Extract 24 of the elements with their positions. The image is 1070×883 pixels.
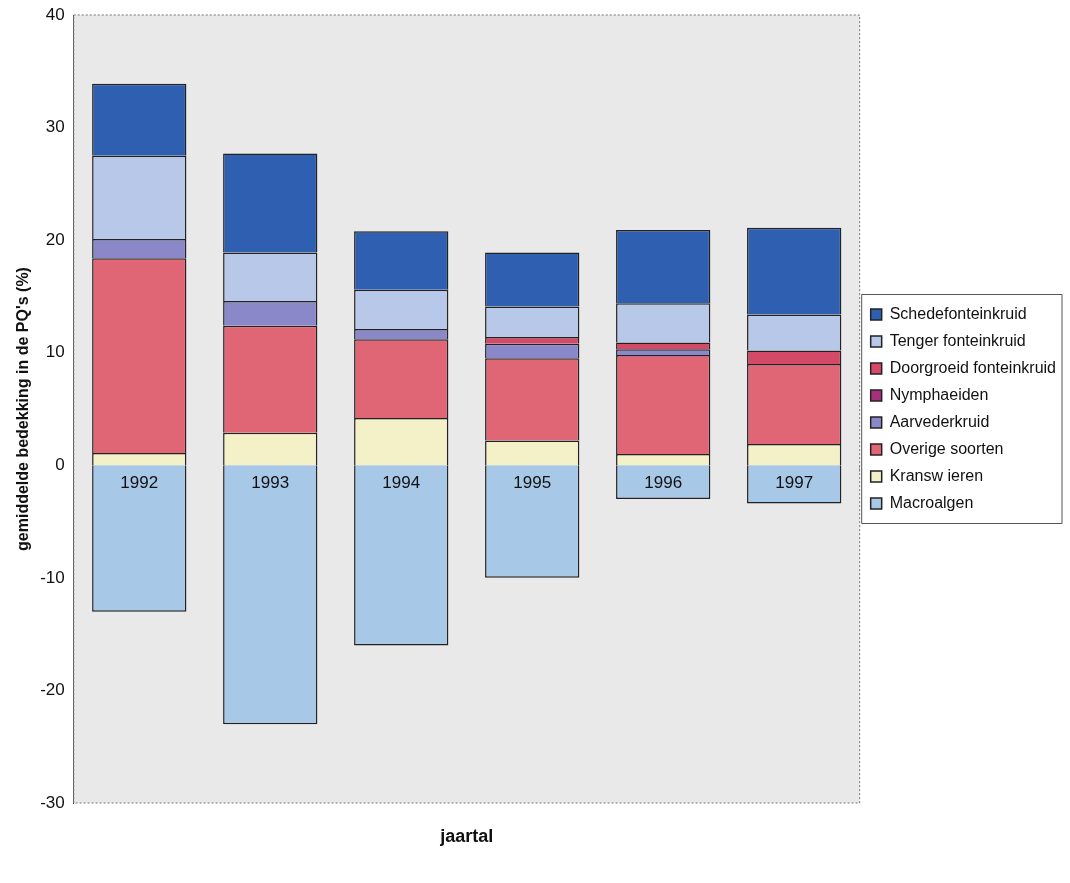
y-tick-label: -10 <box>40 567 65 587</box>
x-tick-label: 1995 <box>513 473 552 493</box>
y-tick-label: -30 <box>40 792 65 812</box>
x-tick-label: 1992 <box>120 473 159 493</box>
y-tick-label: 30 <box>45 117 65 137</box>
y-tick-label: -20 <box>40 680 65 700</box>
y-tick-label: 40 <box>45 4 65 24</box>
y-tick-label: 10 <box>45 342 65 362</box>
legend-label: Nymphaeiden <box>889 385 989 403</box>
x-tick-label: 1994 <box>382 473 421 493</box>
legend-label: Macroalgen <box>889 493 974 511</box>
x-tick-label: 1996 <box>644 473 683 493</box>
legend-label: Tenger fonteinkruid <box>889 331 1026 349</box>
legend-label: Aarvederkruid <box>889 412 990 430</box>
legend-label: Overige soorten <box>889 439 1004 457</box>
x-tick-label: 1993 <box>251 473 290 493</box>
x-axis-title: jaartal <box>439 825 494 846</box>
legend-label: Kransw ieren <box>889 466 984 484</box>
y-tick-label: 20 <box>45 229 65 249</box>
y-axis-title: gemiddelde bedekking in de PQ's (%) <box>14 267 32 551</box>
x-tick-label: 1997 <box>775 473 814 493</box>
legend-label: Schedefonteinkruid <box>889 304 1027 322</box>
y-tick-label: 0 <box>55 454 65 474</box>
legend-label: Doorgroeid fonteinkruid <box>889 358 1057 376</box>
